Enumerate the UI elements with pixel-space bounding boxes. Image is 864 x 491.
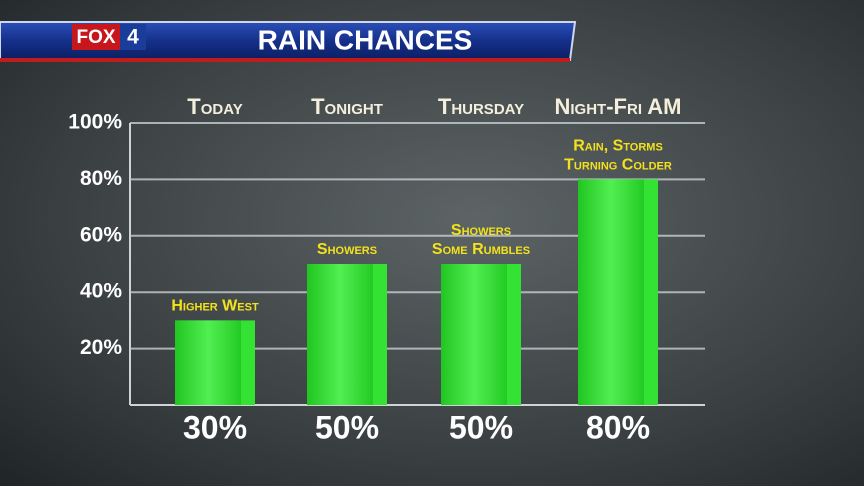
logo-box — [72, 24, 120, 50]
value-label: 50% — [449, 409, 513, 445]
category-label: Night-Fri AM — [555, 94, 682, 119]
bar-face — [578, 179, 644, 405]
value-label: 80% — [586, 409, 650, 445]
y-tick-label: 80% — [80, 167, 122, 190]
bar-note: Higher West — [171, 298, 259, 315]
category-label: Today — [187, 94, 242, 119]
chart-title: RAIN CHANCES — [258, 24, 473, 55]
bar-face — [175, 320, 241, 405]
y-tick-label: 20% — [80, 336, 122, 359]
bar-note: Turning Colder — [564, 157, 672, 174]
logo-number-box — [120, 24, 146, 50]
y-tick-label: 40% — [80, 280, 122, 303]
bar-note: Showers — [451, 222, 511, 239]
category-label: Thursday — [438, 94, 524, 119]
value-label: 50% — [315, 409, 379, 445]
bar-face — [441, 264, 507, 405]
bar-note: Showers — [317, 241, 377, 258]
y-tick-label: 100% — [68, 111, 122, 134]
category-label: Tonight — [311, 94, 383, 119]
bar-face — [307, 264, 373, 405]
y-tick-label: 60% — [80, 223, 122, 246]
banner-stripe — [0, 58, 570, 62]
bar-note: Rain, Storms — [573, 138, 663, 155]
value-label: 30% — [183, 409, 247, 445]
logo-name: FOX — [76, 27, 115, 48]
logo-number: 4 — [127, 26, 139, 49]
bar-note: Some Rumbles — [432, 241, 530, 258]
